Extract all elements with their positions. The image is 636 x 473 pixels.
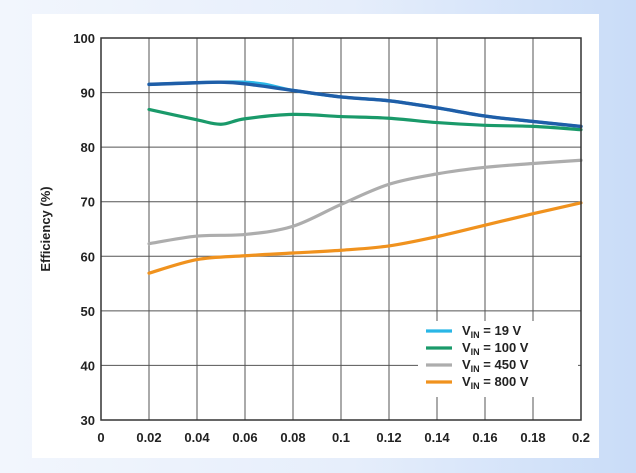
- x-tick-label: 0.06: [232, 430, 257, 445]
- x-tick-label: 0.2: [572, 430, 590, 445]
- x-tick-label: 0.04: [184, 430, 210, 445]
- chart-card: 0 0.02 0.04 0.06 0.08 0.1 0.12 0.14 0.16 0.18 0.2 3…: [32, 14, 599, 458]
- y-tick-label: 30: [81, 413, 95, 428]
- x-tick-label: 0.18: [520, 430, 545, 445]
- efficiency-chart: 0 0.02 0.04 0.06 0.08 0.1 0.12 0.14 0.16 0.18 0.2 3…: [38, 31, 590, 445]
- y-tick-label: 40: [81, 358, 95, 373]
- x-tick-label: 0.08: [280, 430, 305, 445]
- y-tick-label: 60: [81, 249, 95, 264]
- y-tick-label: 100: [73, 31, 95, 46]
- legend-label-1: VIN = 100 V: [462, 340, 529, 357]
- x-tick-label: 0.14: [424, 430, 450, 445]
- legend-label-3: VIN = 800 V: [462, 374, 529, 391]
- legend-box: [418, 321, 578, 397]
- series-lines: [147, 80, 583, 275]
- y-tick-label: 90: [81, 86, 95, 101]
- axes: 0 0.02 0.04 0.06 0.08 0.1 0.12 0.14 0.16 0.18 0.2 3…: [38, 31, 590, 445]
- x-tick-label: 0.16: [472, 430, 497, 445]
- series-line-2: [147, 158, 583, 246]
- y-tick-label: 50: [81, 304, 95, 319]
- y-tick-label: 80: [81, 140, 95, 155]
- y-axis-title: Efficiency (%): [38, 186, 53, 271]
- x-tick-label: 0.1: [332, 430, 350, 445]
- series-line-3: [147, 201, 583, 275]
- y-tick-label: 70: [81, 195, 95, 210]
- overlay-series-line: [147, 80, 583, 129]
- x-tick-label: 0.12: [376, 430, 401, 445]
- series-line-1: [147, 107, 583, 132]
- plot-border: [100, 37, 582, 421]
- legend-label-2: VIN = 450 V: [462, 357, 529, 374]
- legend-label-0: VIN = 19 V: [462, 323, 522, 340]
- x-tick-label: 0.02: [136, 430, 161, 445]
- x-tick-label: 0: [97, 430, 104, 445]
